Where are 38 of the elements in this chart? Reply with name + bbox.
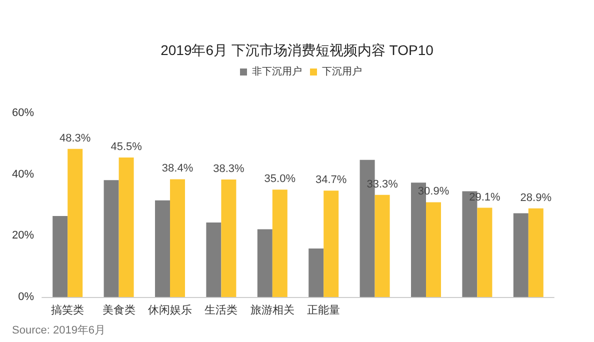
bar [477, 208, 492, 297]
bar [272, 190, 288, 297]
bar [528, 208, 544, 297]
bar [374, 194, 390, 297]
bar [221, 180, 236, 297]
bar [118, 157, 134, 297]
legend-label: 非下沉用户 [252, 66, 302, 78]
x-tick-label: 生活类 [204, 304, 238, 316]
x-tick-label: 旅游相关 [250, 304, 294, 316]
bar [68, 148, 83, 297]
data-label: 35.0% [264, 173, 296, 186]
y-tick-label: 20% [12, 230, 34, 242]
x-tick-label: 搞笑类 [51, 304, 84, 316]
x-tick-label: 美食类 [102, 304, 136, 316]
bar [104, 180, 119, 297]
y-tick-label: 40% [12, 168, 34, 180]
bar [308, 248, 324, 297]
bar [52, 216, 68, 297]
bar [155, 200, 170, 297]
data-label: 38.3% [213, 163, 245, 176]
bar [257, 229, 272, 297]
y-tick-label: 60% [12, 107, 34, 119]
data-label: 45.5% [110, 140, 142, 153]
data-label: 34.7% [316, 174, 347, 186]
bar [206, 222, 222, 297]
bar [170, 179, 185, 297]
data-label: 28.9% [520, 192, 552, 204]
bar [324, 190, 339, 297]
chart-title: 2019年6月 下沉市场消费短视频内容 TOP10 [160, 42, 434, 58]
data-label: 38.4% [162, 162, 194, 175]
legend-label: 下沉用户 [322, 66, 362, 78]
data-label: 48.3% [60, 132, 91, 144]
y-tick-label: 0% [18, 291, 34, 303]
bar [426, 202, 441, 297]
x-tick-label: 正能量 [307, 304, 340, 316]
source-note: Source: 2019年6月 [12, 324, 106, 336]
bar [513, 213, 528, 297]
x-tick-label: 休闲娱乐 [148, 304, 192, 316]
